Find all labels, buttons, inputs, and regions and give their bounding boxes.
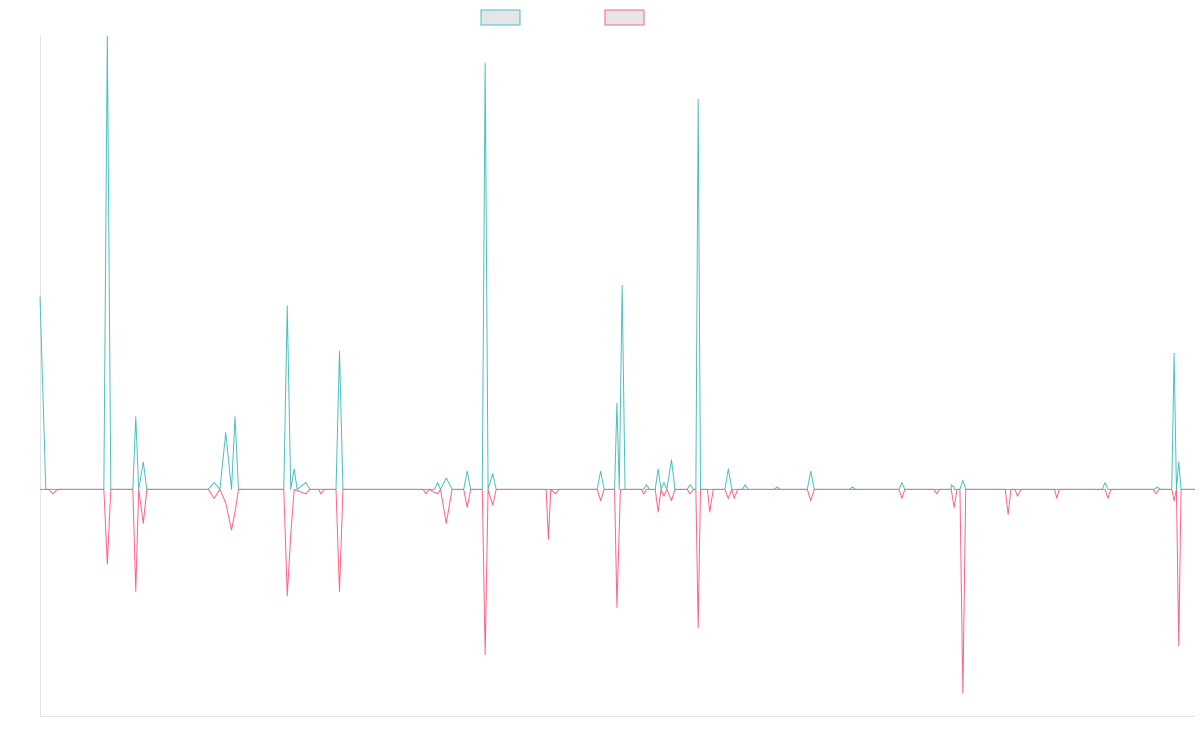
legend-swatch-series-1[interactable] [480, 9, 521, 26]
series-line-2 [40, 488, 1195, 694]
legend-swatch-series-2[interactable] [604, 9, 645, 26]
series-line-1 [39, 35, 1195, 490]
series-layer [39, 35, 1195, 694]
